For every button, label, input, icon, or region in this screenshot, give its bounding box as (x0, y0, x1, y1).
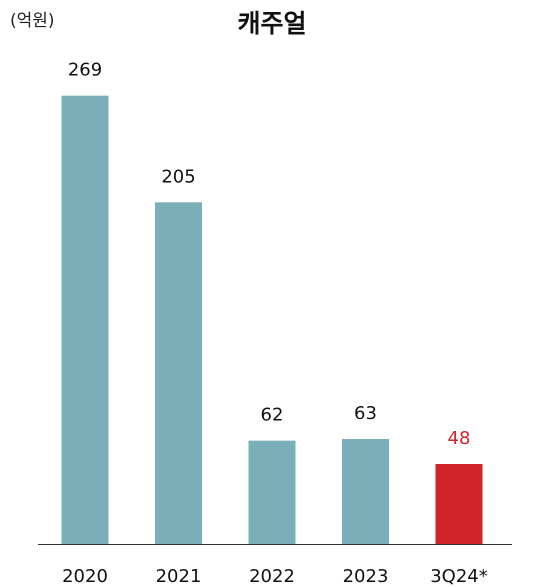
bar-2021 (155, 202, 202, 544)
value-label-2023: 63 (354, 403, 377, 424)
value-label-2022: 62 (261, 405, 284, 426)
x-tick-label-2021: 2021 (156, 566, 202, 587)
bar-3q24 (435, 464, 483, 544)
x-tick-labels-group: 2020 2021 2022 2023 3Q24* (62, 566, 488, 587)
unit-label: (억원) (10, 11, 55, 31)
bar-2023 (342, 439, 389, 544)
bars-group (61, 95, 483, 545)
x-tick-label-3q24: 3Q24* (430, 566, 488, 587)
value-label-2020: 269 (68, 60, 102, 81)
bar-2022 (248, 440, 296, 544)
x-tick-label-2023: 2023 (343, 566, 389, 587)
value-labels-group: 269 205 62 63 48 (68, 60, 471, 449)
x-tick-label-2022: 2022 (249, 566, 295, 587)
x-tick-label-2020: 2020 (62, 566, 108, 587)
bar-2020 (61, 95, 109, 545)
value-label-2021: 205 (161, 166, 195, 187)
chart-title: 캐주얼 (237, 9, 306, 38)
value-label-3q24: 48 (448, 428, 471, 449)
